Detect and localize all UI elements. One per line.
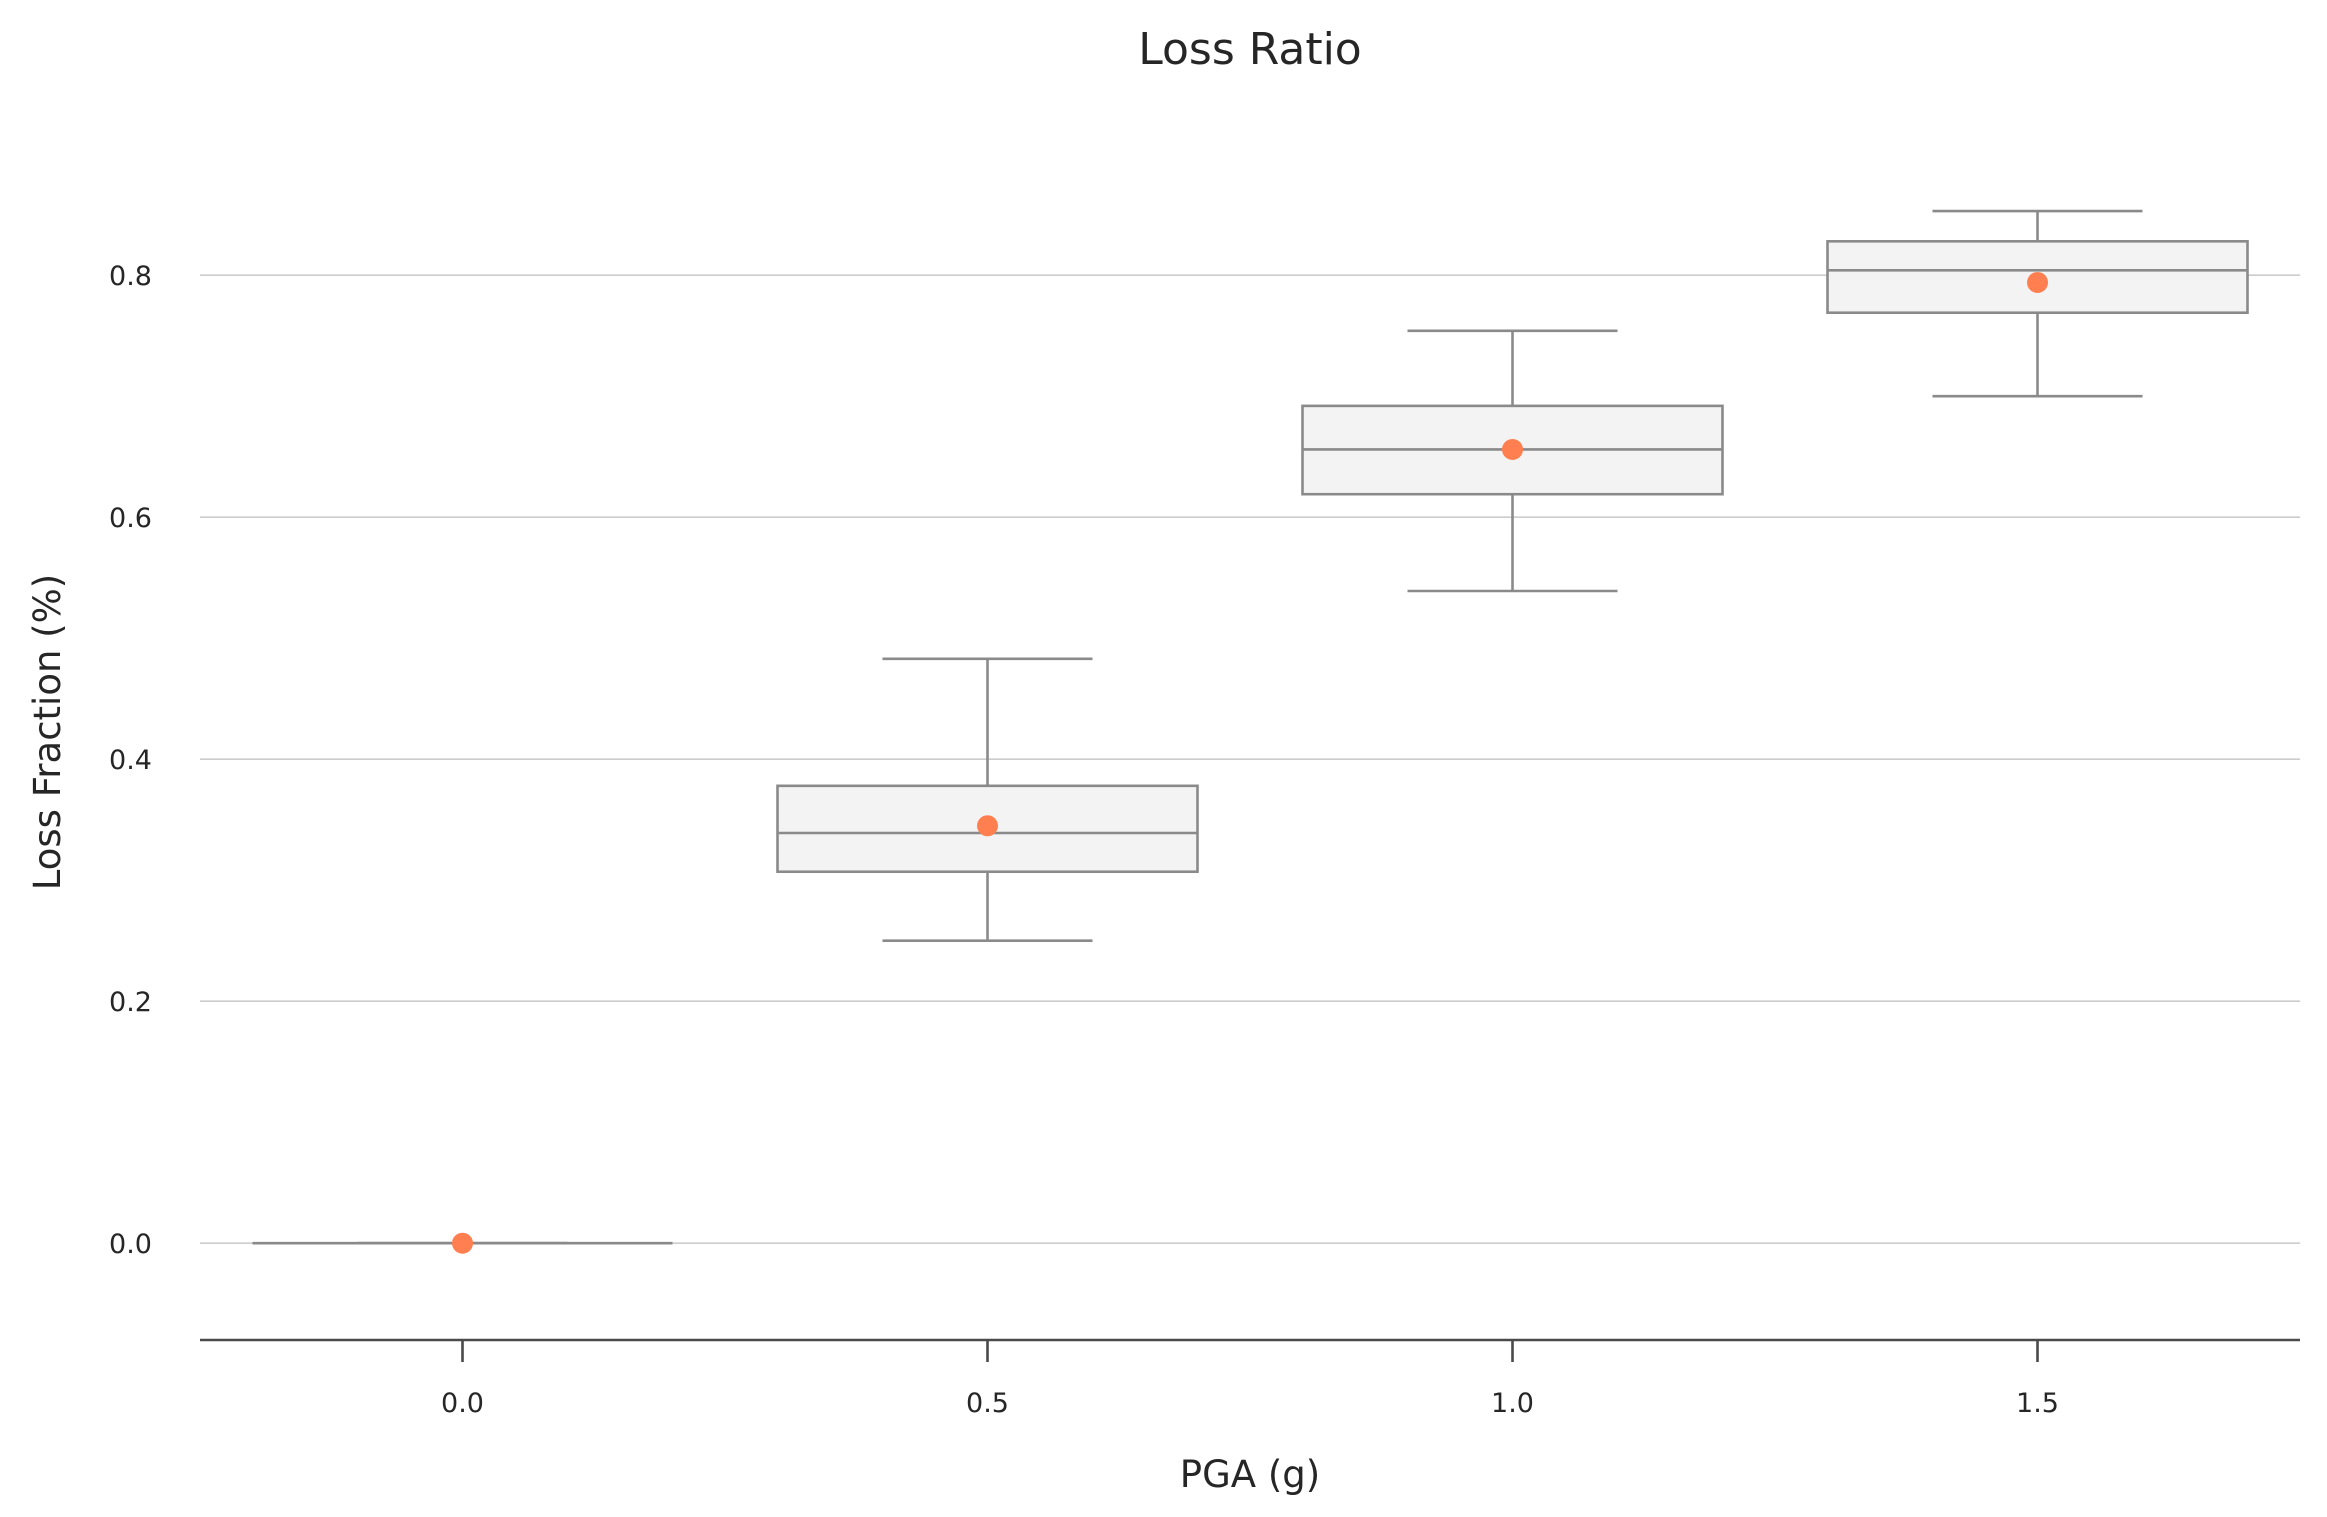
x-axis: 0.0 0.5 1.0 1.5 [200,1338,2300,1419]
x-tick-label: 0.0 [441,1388,484,1419]
mean-marker [2027,271,2048,293]
x-tick-label: 1.0 [1491,1388,1534,1419]
y-tick-label: 0.2 [109,987,152,1018]
mean-marker [1502,438,1523,460]
mean-marker [977,815,998,837]
box-group [252,1232,673,1254]
x-axis-label: PGA (g) [1180,1453,1320,1496]
y-tick-label: 0.4 [109,745,152,776]
box-group [1301,329,1724,593]
mean-marker [452,1232,473,1254]
y-axis-label: Loss Fraction (%) [26,574,69,890]
chart-title: Loss Ratio [1138,24,1361,75]
y-tick-labels: 0.0 0.2 0.4 0.6 0.8 [109,261,152,1260]
x-tick-label: 0.5 [966,1388,1009,1419]
y-tick-label: 0.0 [109,1229,152,1260]
grid-layer [200,274,2300,1244]
box-group [1826,209,2249,398]
box-group [776,657,1199,943]
y-tick-label: 0.6 [109,503,152,534]
boxes-layer [252,209,2249,1254]
y-tick-label: 0.8 [109,261,152,292]
x-tick-label: 1.5 [2016,1388,2059,1419]
